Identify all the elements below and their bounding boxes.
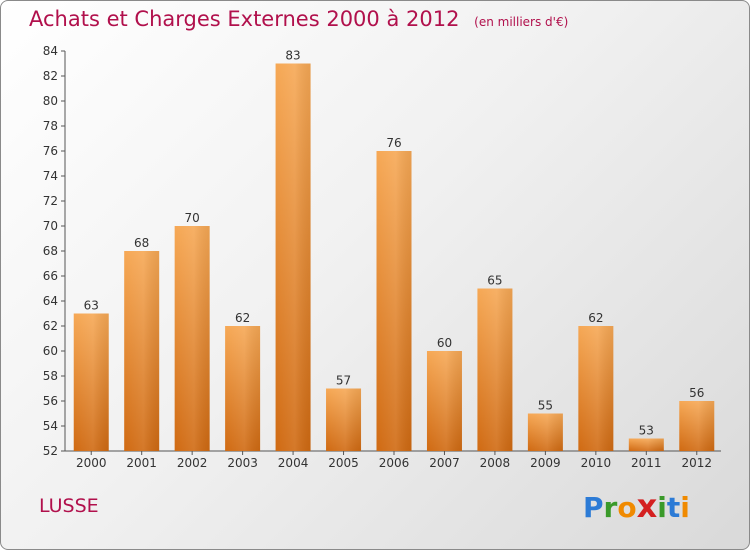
value-label-2006: 76 — [386, 136, 401, 150]
bar-shine — [679, 401, 715, 451]
value-label-2003: 62 — [235, 311, 250, 325]
y-tick-label: 62 — [43, 319, 58, 333]
x-tick-label-2011: 2011 — [631, 456, 662, 470]
y-tick-label: 52 — [43, 444, 58, 458]
value-label-2010: 62 — [588, 311, 603, 325]
value-label-2000: 63 — [84, 299, 99, 313]
y-tick-label: 82 — [43, 69, 58, 83]
bar-shine — [73, 313, 109, 451]
y-tick-label: 54 — [43, 419, 58, 433]
y-tick-label: 72 — [43, 194, 58, 208]
bar-shine — [326, 388, 362, 451]
value-label-2011: 53 — [639, 424, 654, 438]
value-label-2001: 68 — [134, 236, 149, 250]
bar-shine — [477, 288, 513, 451]
y-tick-label: 64 — [43, 294, 58, 308]
x-tick-label-2004: 2004 — [278, 456, 309, 470]
value-label-2005: 57 — [336, 374, 351, 388]
bar-shine — [527, 413, 563, 451]
bar-shine — [628, 438, 664, 451]
chart-title: Achats et Charges Externes 2000 à 2012 (… — [29, 7, 568, 31]
proxiti-logo: Proxiti — [583, 487, 690, 525]
value-label-2002: 70 — [185, 211, 200, 225]
x-tick-label-2012: 2012 — [681, 456, 712, 470]
logo-letter: i — [657, 491, 667, 524]
value-label-2007: 60 — [437, 336, 452, 350]
y-tick-label: 68 — [43, 244, 58, 258]
value-label-2012: 56 — [689, 386, 704, 400]
value-label-2009: 55 — [538, 399, 553, 413]
x-tick-label-2003: 2003 — [227, 456, 258, 470]
chart-title-text: Achats et Charges Externes 2000 à 2012 — [29, 7, 460, 31]
x-tick-label-2001: 2001 — [126, 456, 157, 470]
bar-shine — [578, 326, 614, 451]
value-label-2004: 83 — [285, 49, 300, 63]
bar-shine — [376, 151, 412, 451]
logo-letter: o — [617, 491, 637, 524]
value-label-2008: 65 — [487, 274, 502, 288]
y-tick-label: 76 — [43, 144, 58, 158]
x-tick-label-2000: 2000 — [76, 456, 107, 470]
commune-name: LUSSE — [39, 495, 99, 517]
bar-shine — [225, 326, 261, 451]
logo-letter: t — [666, 491, 681, 524]
y-tick-label: 70 — [43, 219, 58, 233]
y-tick-label: 84 — [43, 44, 58, 58]
x-tick-label-2002: 2002 — [177, 456, 208, 470]
bar-shine — [426, 351, 462, 451]
logo-letter: r — [603, 491, 618, 524]
bar-shine — [174, 226, 210, 451]
y-tick-label: 56 — [43, 394, 58, 408]
chart-subtitle: (en milliers d'€) — [474, 15, 569, 29]
bar-shine — [275, 63, 311, 451]
x-tick-label-2010: 2010 — [581, 456, 612, 470]
y-tick-label: 78 — [43, 119, 58, 133]
bar-shine — [124, 251, 160, 451]
y-tick-label: 80 — [43, 94, 58, 108]
logo-letter: x — [636, 487, 658, 525]
y-tick-label: 60 — [43, 344, 58, 358]
x-tick-label-2007: 2007 — [429, 456, 460, 470]
logo-letter: i — [680, 491, 690, 524]
axes: 52 54 56 58 60 62 64 66 68 70 72 74 76 78 80 82 84 2000 20… — [43, 44, 721, 470]
y-tick-label: 74 — [43, 169, 58, 183]
y-tick-label: 66 — [43, 269, 58, 283]
y-tick-label: 58 — [43, 369, 58, 383]
bars: 63 68 70 62 83 57 76 60 65 55 62 53 56 — [73, 49, 715, 451]
x-tick-label-2005: 2005 — [328, 456, 359, 470]
x-tick-label-2006: 2006 — [379, 456, 410, 470]
x-tick-label-2008: 2008 — [480, 456, 511, 470]
logo-letter: P — [583, 491, 604, 524]
x-tick-label-2009: 2009 — [530, 456, 561, 470]
